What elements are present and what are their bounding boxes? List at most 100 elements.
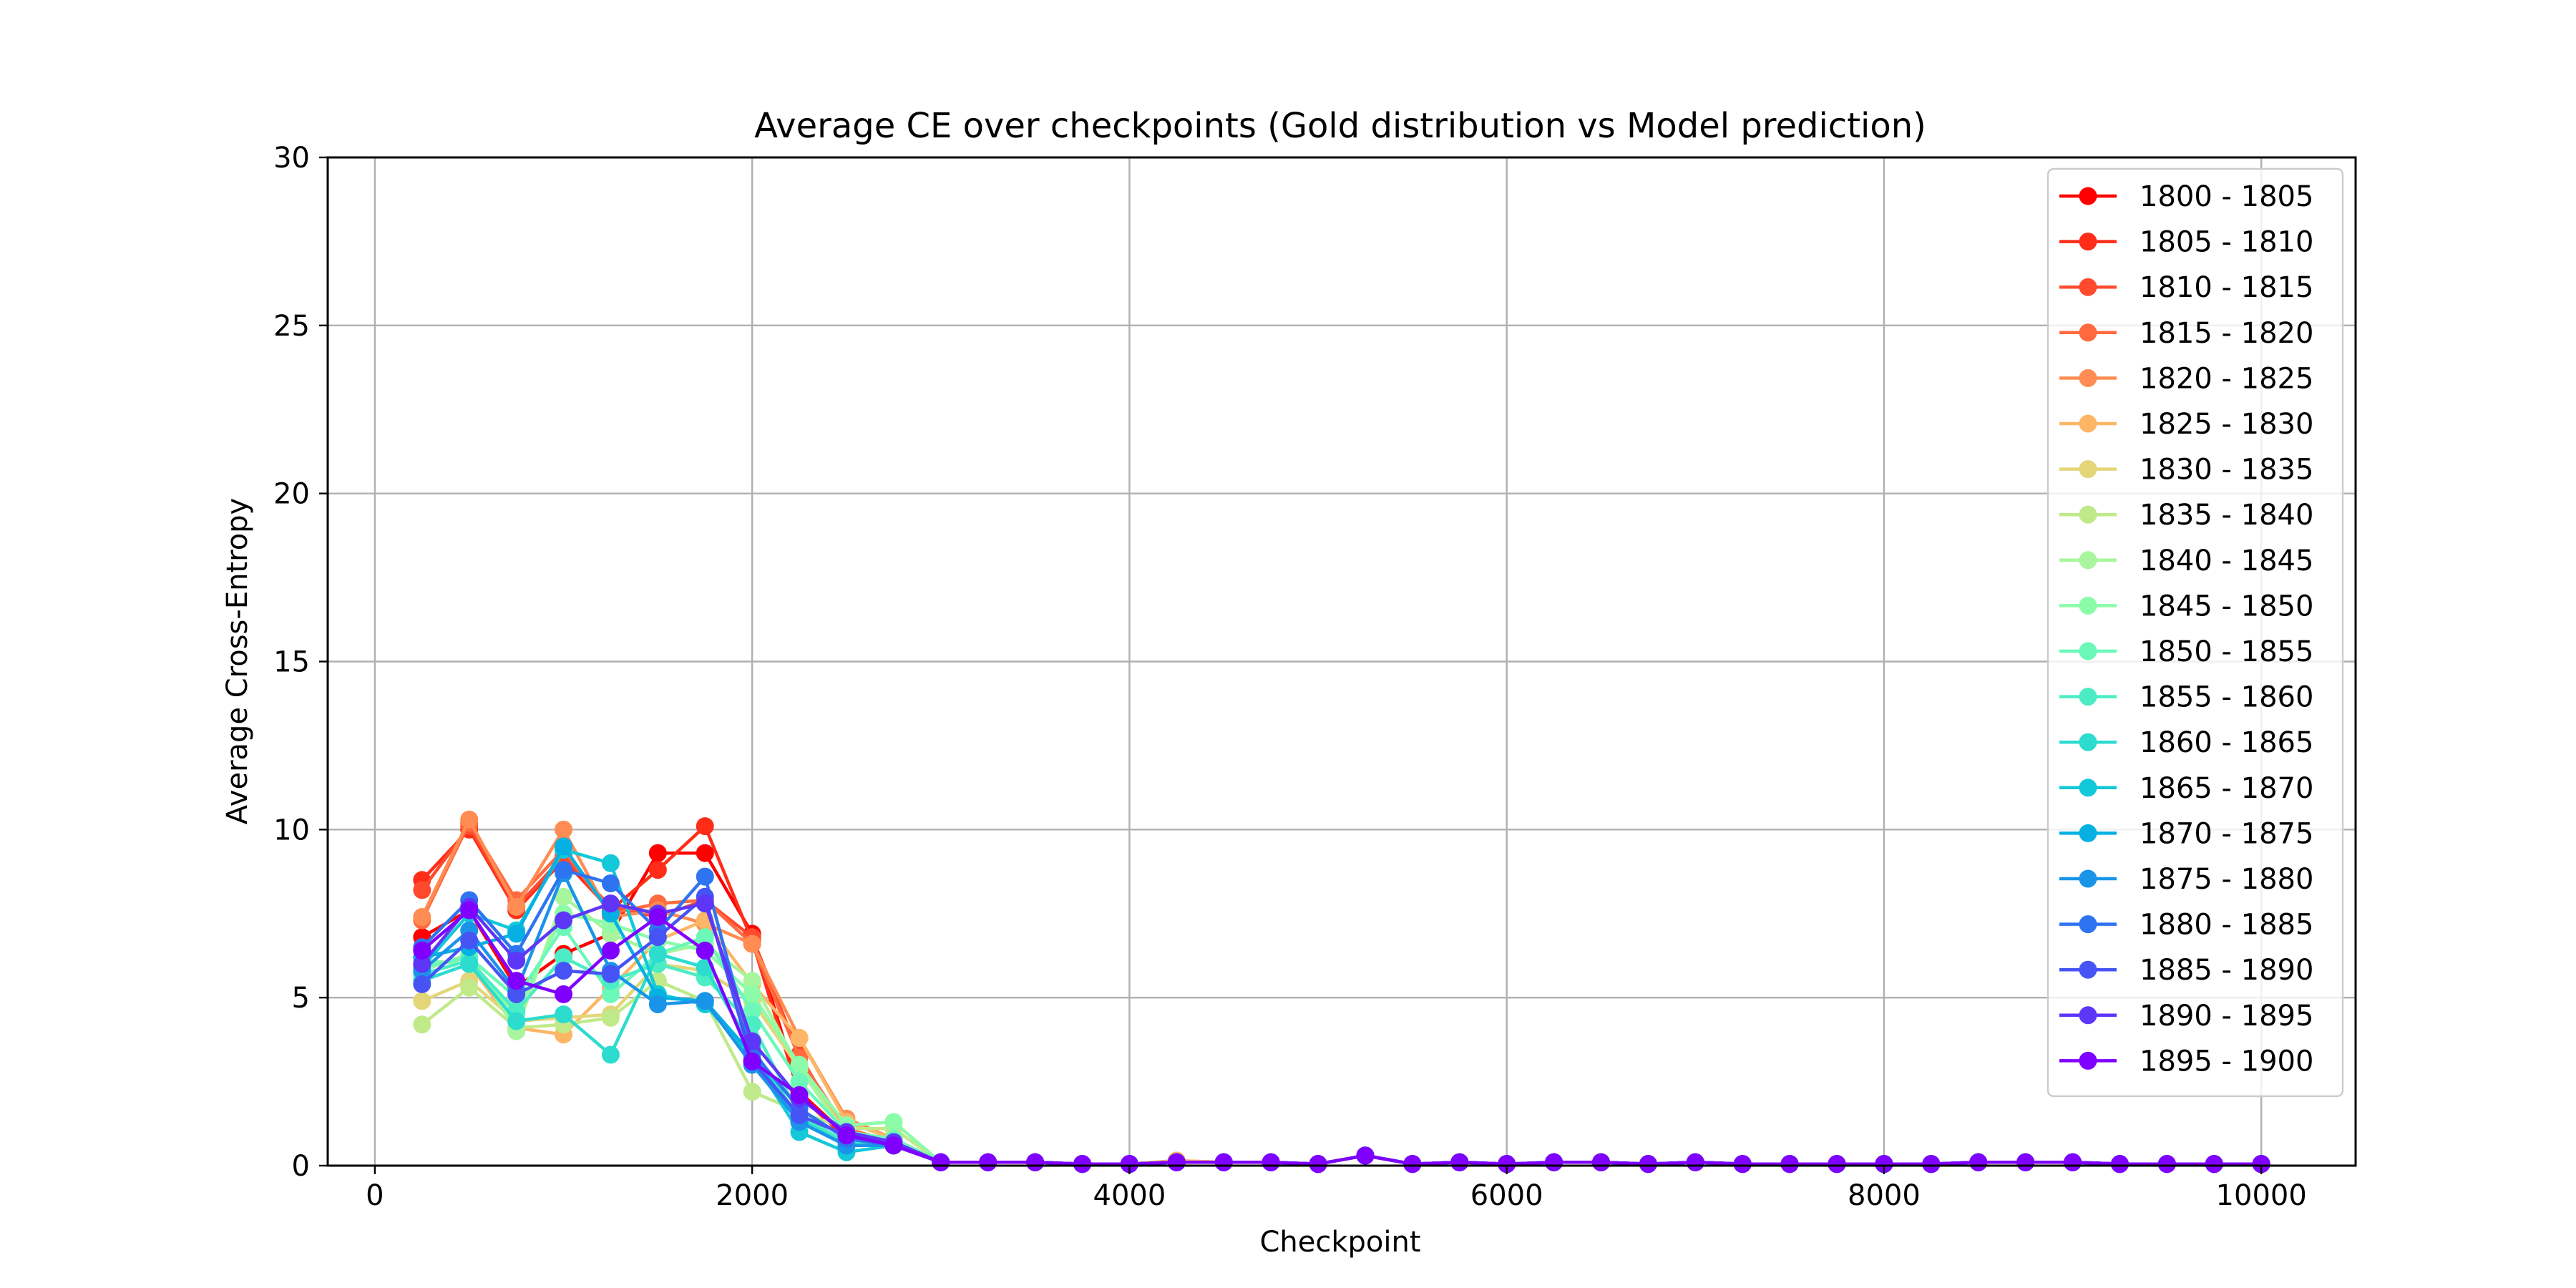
legend-item: 1820 - 1825 (2059, 362, 2313, 395)
data-point (555, 1005, 573, 1024)
legend-swatch-marker (2079, 233, 2097, 251)
legend-item: 1840 - 1845 (2059, 545, 2313, 577)
legend-swatch-marker (2079, 505, 2097, 524)
legend-swatch-marker (2079, 642, 2097, 660)
data-point (1167, 1153, 1186, 1171)
data-point (790, 1085, 809, 1104)
data-point (790, 1055, 809, 1074)
legend-label: 1825 - 1830 (2140, 408, 2313, 441)
data-point (2064, 1153, 2082, 1171)
series-1895-1900 (413, 901, 2270, 1174)
data-point (884, 1136, 903, 1155)
data-point (696, 844, 714, 862)
legend-label: 1810 - 1815 (2140, 271, 2313, 304)
x-tick-label: 10000 (2216, 1179, 2307, 1212)
chart-title: Average CE over checkpoints (Gold distri… (754, 106, 1926, 146)
data-point (1403, 1155, 1422, 1174)
x-tick-label: 6000 (1470, 1179, 1543, 1212)
legend-swatch-marker (2079, 369, 2097, 387)
series-line (421, 868, 2262, 1166)
legend-swatch-marker (2079, 779, 2097, 797)
legend-label: 1830 - 1835 (2140, 454, 2313, 487)
legend-label: 1880 - 1885 (2140, 909, 2313, 942)
data-point (555, 911, 573, 930)
data-point (696, 992, 714, 1010)
data-point (837, 1126, 856, 1145)
data-point (1450, 1153, 1469, 1171)
data-point (696, 867, 714, 886)
data-point (743, 935, 761, 953)
legend-item: 1880 - 1885 (2059, 909, 2313, 942)
legend-swatch-marker (2079, 414, 2097, 433)
legend-label: 1820 - 1825 (2140, 362, 2313, 395)
series-1855-1860 (413, 948, 2270, 1174)
series-1825-1830 (413, 911, 2270, 1174)
legend-item: 1825 - 1830 (2059, 408, 2313, 441)
legend-label: 1815 - 1820 (2140, 317, 2313, 350)
legend-swatch-marker (2079, 551, 2097, 570)
legend-item: 1810 - 1815 (2059, 271, 2313, 304)
legend-item: 1850 - 1855 (2059, 635, 2313, 668)
series-1850-1855 (413, 918, 2270, 1174)
x-tick-label: 2000 (716, 1179, 789, 1212)
legend-item: 1895 - 1900 (2059, 1045, 2313, 1078)
legend-swatch-marker (2079, 869, 2097, 888)
legend-swatch-marker (2079, 1006, 2097, 1025)
data-point (743, 1032, 761, 1050)
legend-swatch-marker (2079, 915, 2097, 934)
data-point (696, 941, 714, 960)
x-axis-label: Checkpoint (1259, 1226, 1420, 1259)
data-point (507, 924, 526, 943)
series-1885-1890 (413, 887, 2270, 1174)
data-point (601, 941, 620, 960)
data-point (979, 1153, 997, 1171)
data-point (648, 928, 667, 947)
data-point (413, 881, 431, 899)
x-axis: 0 2000 4000 6000 8000 10000 (366, 1166, 2307, 1212)
data-point (413, 992, 431, 1010)
data-point (1969, 1153, 1988, 1171)
data-point (696, 928, 714, 947)
data-point (1686, 1153, 1704, 1171)
data-point (884, 1113, 903, 1131)
data-point (790, 1106, 809, 1125)
data-point (507, 1012, 526, 1030)
series-1875-1880 (413, 864, 2270, 1174)
data-point (790, 1029, 809, 1048)
data-point (1922, 1155, 1941, 1174)
legend-label: 1845 - 1850 (2140, 590, 2313, 623)
data-point (601, 965, 620, 983)
x-tick-label: 4000 (1093, 1179, 1166, 1212)
legend-swatch-marker (2079, 733, 2097, 751)
data-point (413, 907, 431, 926)
series-line (421, 952, 2262, 1166)
data-point (743, 1083, 761, 1101)
data-point (413, 941, 431, 960)
data-point (413, 975, 431, 993)
data-point (601, 894, 620, 913)
legend-item: 1805 - 1810 (2059, 226, 2313, 259)
series-1870-1875 (413, 837, 2270, 1174)
y-tick-label: 25 (273, 310, 310, 343)
legend-item: 1885 - 1890 (2059, 954, 2313, 987)
legend-swatch-marker (2079, 596, 2097, 615)
series-line (421, 955, 2262, 1166)
data-point (1309, 1155, 1327, 1174)
data-point (460, 978, 479, 997)
data-point (2110, 1155, 2129, 1174)
legend-item: 1845 - 1850 (2059, 590, 2313, 623)
data-point (460, 931, 479, 950)
data-point (696, 894, 714, 913)
data-point (601, 1008, 620, 1027)
data-point (1120, 1155, 1138, 1174)
data-point (2157, 1155, 2176, 1174)
data-point (601, 874, 620, 892)
y-tick-label: 5 (292, 982, 310, 1015)
data-point (601, 854, 620, 872)
x-tick-label: 0 (366, 1179, 384, 1212)
legend-label: 1850 - 1855 (2140, 635, 2313, 668)
legend-item: 1865 - 1870 (2059, 772, 2313, 805)
data-point (601, 1045, 620, 1064)
